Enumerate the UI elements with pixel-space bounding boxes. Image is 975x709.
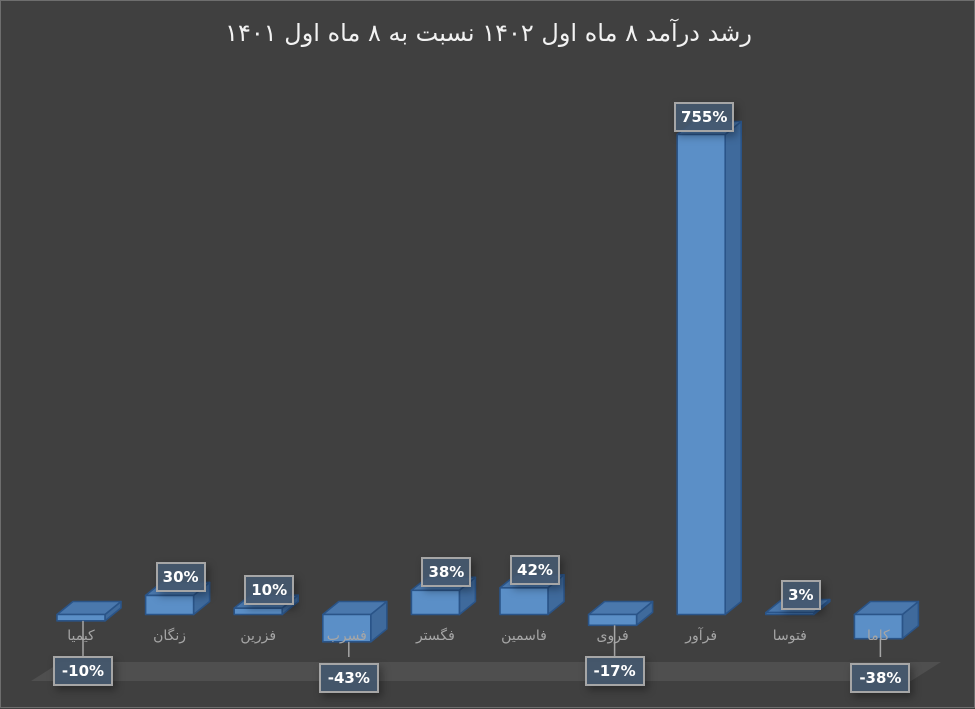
data-label: 755%: [674, 101, 735, 132]
category-label: فروی: [596, 628, 629, 644]
category-label: کاما: [867, 628, 890, 644]
category-label: فرآور: [685, 628, 718, 644]
data-label: -43%: [318, 663, 379, 693]
bar-front-face: [321, 613, 372, 643]
data-label: -10%: [53, 656, 113, 686]
data-label: 38%: [421, 557, 472, 588]
category-label: فزرین: [240, 628, 277, 644]
category-label: کیمیا: [67, 628, 95, 644]
bar-front-face: [144, 594, 195, 616]
data-label: 10%: [244, 575, 295, 606]
category-label: فسرب: [326, 628, 367, 644]
bar-front-face: [853, 613, 904, 640]
bar-front-face: [56, 613, 106, 622]
category-label: فتوسا: [772, 628, 807, 644]
data-label: 30%: [155, 562, 206, 593]
bar-front-face: [676, 133, 727, 616]
category-label: فاسمین: [501, 628, 547, 644]
data-label: 42%: [510, 554, 560, 585]
chart-title: رشد درآمد ۸ ماه اول ۱۴۰۲ نسبت به ۸ ماه ا…: [225, 19, 752, 47]
data-label: -17%: [584, 656, 645, 686]
bar-front-face: [587, 613, 638, 627]
bar-front-face: [410, 589, 461, 616]
data-label: 3%: [780, 579, 821, 610]
category-label: فگستر: [415, 628, 455, 644]
bar-side-face: [724, 120, 743, 616]
bar-front-face: [499, 586, 549, 616]
bar-front-face: [764, 611, 815, 616]
chart-floor: [31, 662, 941, 681]
data-label: -38%: [850, 663, 911, 693]
category-label: زنگان: [153, 628, 187, 644]
bar-front-face: [233, 607, 284, 616]
